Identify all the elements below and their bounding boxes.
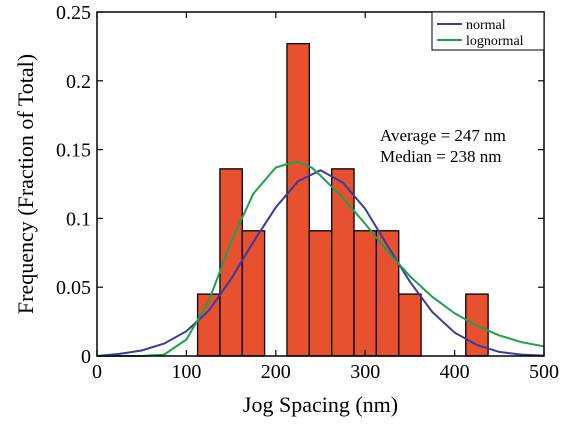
fit-curves [96,160,545,357]
x-axis-title: Jog Spacing (nm) [243,392,398,417]
median-annotation: Median = 238 nm [380,147,502,166]
x-tick-label-1: 100 [171,361,201,383]
series-line-lognormal [97,160,545,357]
y-tick-label-1: 0.05 [56,277,91,299]
x-tick-label-3: 300 [350,361,380,383]
x-tick-label-4: 400 [440,361,470,383]
y-tick-label-4: 0.2 [66,71,91,93]
legend-box [431,11,545,51]
y-tick-label-3: 0.15 [56,140,91,162]
axis-tick-labels: 0 100 200 300 400 500 0 0.05 0.1 0.15 0.2 0.25 [56,2,559,383]
histogram-bar-6 [353,230,378,357]
y-axis-title: Frequency (Fraction of Total) [13,54,38,314]
legend: normal lognormal [431,11,545,51]
histogram-bar-3 [286,42,310,357]
histogram-bar-7 [375,230,400,357]
histogram-bar-4 [308,230,333,357]
legend-label-normal: normal [466,18,506,33]
y-tick-label-5: 0.25 [56,2,91,24]
x-tick-label-5: 500 [529,361,559,383]
average-annotation: Average = 247 nm [380,126,506,145]
y-tick-label-2: 0.1 [66,208,91,230]
plot-frame [96,11,545,357]
x-tick-label-2: 200 [261,361,291,383]
x-tick-label-0: 0 [92,361,102,383]
legend-label-lognormal: lognormal [466,34,524,49]
histogram-bar-0 [196,293,221,357]
histogram-bars [196,42,489,357]
series-line-normal [96,169,545,357]
y-tick-label-0: 0 [81,346,91,368]
histogram-bar-8 [398,293,422,357]
histogram-bar-2 [241,230,266,357]
